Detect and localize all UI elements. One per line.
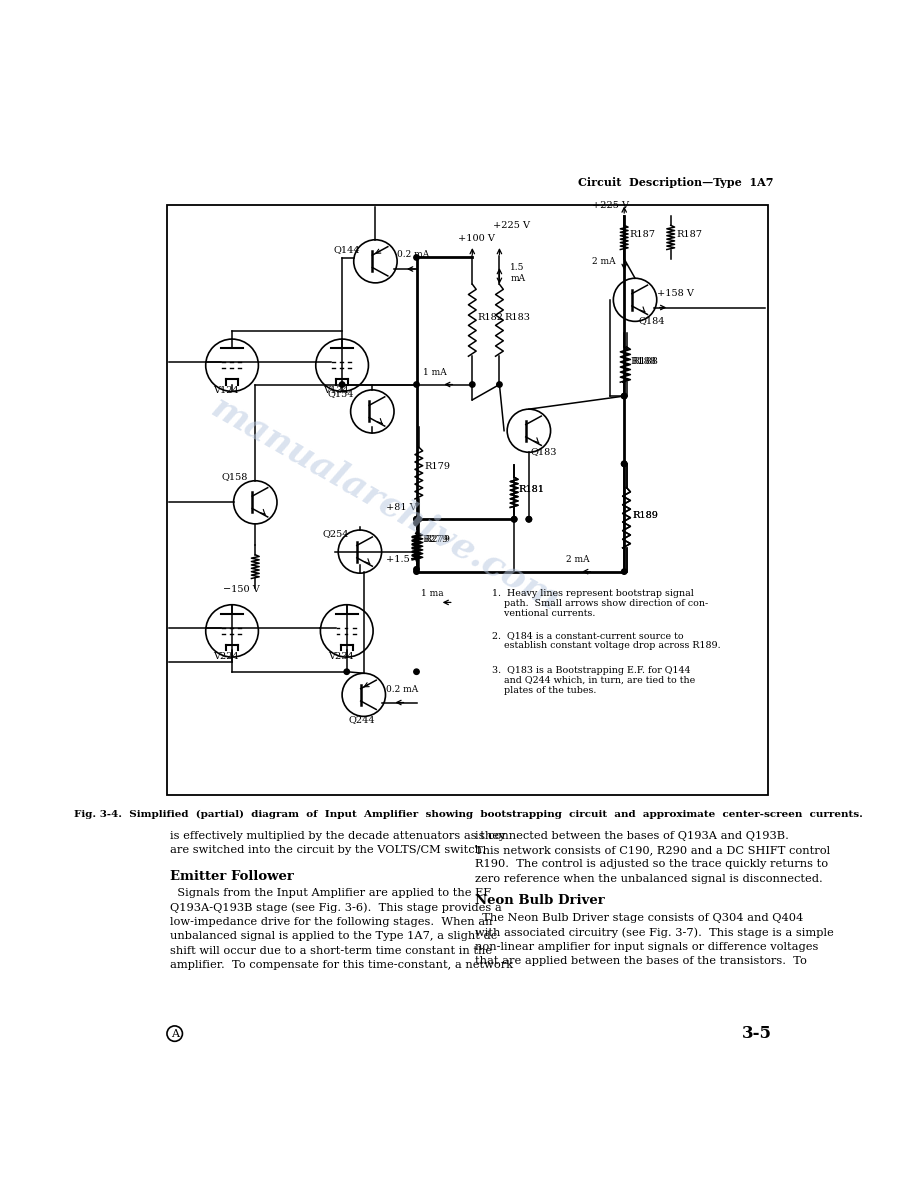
Text: is connected between the bases of Q193A and Q193B.
This network consists of C190: is connected between the bases of Q193A … [474, 832, 830, 884]
Text: Q183: Q183 [530, 447, 557, 455]
Text: R188: R188 [631, 357, 656, 367]
Text: V134: V134 [324, 386, 349, 395]
Text: V124: V124 [214, 386, 239, 395]
Text: 1 ma: 1 ma [421, 589, 444, 599]
Circle shape [470, 382, 475, 387]
Text: 3.  Q183 is a Bootstrapping E.F. for Q144
    and Q244 which, in turn, are tied : 3. Q183 is a Bootstrapping E.F. for Q144… [493, 666, 696, 696]
Circle shape [512, 517, 516, 522]
Text: −150 V: −150 V [223, 584, 260, 594]
Text: 0.2 mA: 0.2 mA [397, 251, 430, 259]
Text: +100 V: +100 V [458, 233, 495, 243]
Text: Q184: Q184 [638, 316, 664, 325]
Text: R189: R189 [632, 511, 658, 519]
Circle shape [414, 521, 420, 525]
Bar [167, 205, 769, 795]
Circle shape [414, 254, 420, 260]
Text: Q158: Q158 [221, 472, 248, 481]
Circle shape [414, 569, 420, 574]
Text: +1.5 V: +1.5 V [386, 555, 420, 564]
Text: 0.2 mA: 0.2 mA [386, 685, 418, 693]
Text: 2.  Q184 is a constant-current source to
    establish constant voltage drop acr: 2. Q184 is a constant-current source to … [493, 631, 721, 651]
Text: Emitter Follower: Emitter Follower [170, 870, 294, 883]
Circle shape [339, 382, 345, 387]
Text: 3-5: 3-5 [741, 1026, 771, 1042]
Text: 1 mA: 1 mA [422, 368, 446, 377]
Text: Fig. 3-4.  Simplified  (partial)  diagram  of  Input  Amplifier  showing  bootst: Fig. 3-4. Simplified (partial) diagram o… [74, 810, 863, 820]
Text: R179: R179 [424, 463, 451, 471]
Text: Q144: Q144 [334, 245, 360, 254]
Circle shape [622, 569, 627, 574]
Text: R188: R188 [632, 357, 659, 367]
Text: A: A [171, 1029, 179, 1039]
Circle shape [414, 517, 420, 522]
Text: R279: R279 [422, 536, 448, 544]
Text: is effectively multiplied by the decade attenuators as they
are switched into th: is effectively multiplied by the decade … [170, 832, 505, 855]
Text: R183: R183 [505, 312, 530, 322]
Text: 2 mA: 2 mA [591, 257, 615, 266]
Text: Signals from the Input Amplifier are applied to the EF
Q193A-Q193B stage (see Fi: Signals from the Input Amplifier are app… [170, 888, 513, 970]
Circle shape [512, 517, 516, 522]
Circle shape [526, 517, 532, 522]
Circle shape [622, 461, 627, 466]
Circle shape [414, 382, 420, 387]
Circle shape [622, 461, 627, 466]
Circle shape [344, 670, 349, 674]
Text: V234: V234 [328, 652, 354, 660]
Text: R181: R181 [519, 485, 545, 494]
Text: +81 V: +81 V [386, 503, 416, 512]
Text: R182: R182 [477, 312, 503, 322]
Text: R279: R279 [424, 536, 451, 544]
Circle shape [414, 670, 420, 674]
Circle shape [414, 517, 420, 522]
Text: The Neon Bulb Driver stage consists of Q304 and Q404
with associated circuitry (: The Neon Bulb Driver stage consists of Q… [474, 913, 834, 967]
Text: manualarchive.com: manualarchive.com [206, 390, 566, 618]
Text: R189: R189 [632, 511, 658, 519]
Text: Q244: Q244 [348, 715, 375, 724]
Text: R181: R181 [519, 485, 545, 494]
Text: Circuit  Description—Type  1A7: Circuit Description—Type 1A7 [578, 176, 773, 187]
Text: 2 mA: 2 mA [566, 555, 590, 564]
Circle shape [622, 394, 627, 399]
Text: R187: R187 [676, 231, 702, 239]
Text: +225 V: +225 V [494, 221, 530, 231]
Circle shape [496, 382, 502, 387]
Text: +225 V: +225 V [591, 201, 629, 211]
Circle shape [622, 394, 627, 399]
Text: Q254: Q254 [323, 529, 349, 538]
Text: 1.5
mA: 1.5 mA [510, 263, 526, 283]
Text: 1.  Heavy lines represent bootstrap signal
    path.  Small arrows show directio: 1. Heavy lines represent bootstrap signa… [493, 589, 708, 619]
Circle shape [416, 517, 421, 522]
Circle shape [414, 567, 420, 573]
Text: R187: R187 [630, 231, 655, 239]
Text: +158 V: +158 V [657, 289, 694, 298]
Circle shape [526, 517, 532, 522]
Text: Neon Bulb Driver: Neon Bulb Driver [474, 894, 604, 907]
Text: V224: V224 [214, 652, 239, 660]
Text: Q154: Q154 [327, 389, 354, 397]
